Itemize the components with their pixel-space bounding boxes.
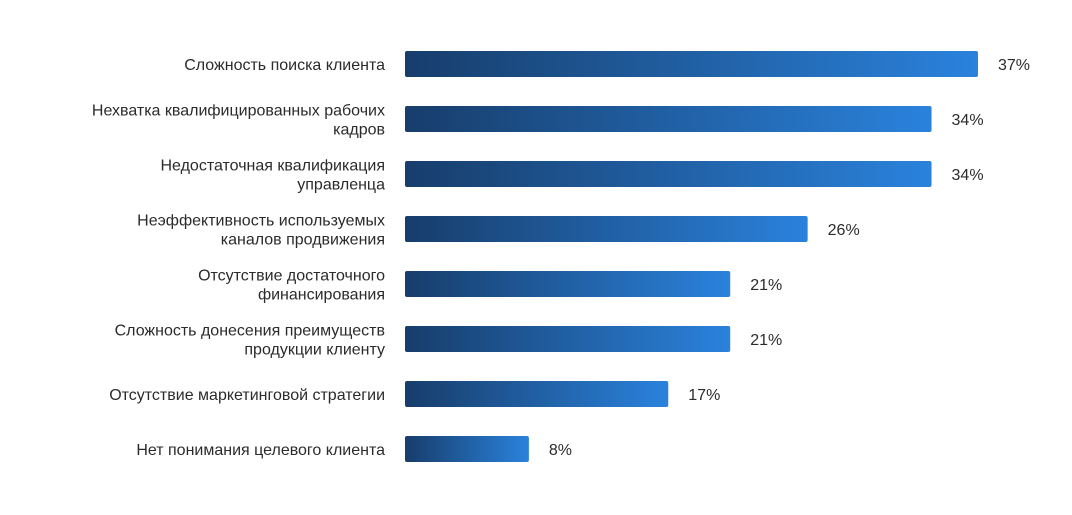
bar-1 <box>405 106 932 132</box>
category-label-3: Неэффективность используемых каналов прод… <box>137 213 385 249</box>
value-label-0: 37% <box>998 57 1030 74</box>
category-label-line: кадров <box>333 122 385 139</box>
category-labels-group: Сложность поиска клиента Нехватка квалифи… <box>92 57 385 459</box>
category-label-line: Нет понимания целевого клиента <box>136 442 385 459</box>
category-label-2: Недостаточная квалификация управленца <box>160 158 385 194</box>
value-label-5: 21% <box>750 332 782 349</box>
category-label-line: Отсутствие достаточного <box>198 268 385 285</box>
category-label-line: управленца <box>297 177 385 194</box>
value-labels-group: 37% 34% 34% 26% 21% 21% 17% 8% <box>549 57 1030 459</box>
category-label-line: Сложность донесения преимуществ <box>115 323 385 340</box>
value-label-3: 26% <box>828 222 860 239</box>
bar-4 <box>405 271 731 297</box>
bar-7 <box>405 436 529 462</box>
category-label-7: Нет понимания целевого клиента <box>136 442 385 459</box>
bar-5 <box>405 326 731 352</box>
category-label-line: Неэффективность используемых <box>137 213 385 230</box>
category-label-1: Нехватка квалифицированных рабочих кадров <box>92 103 385 139</box>
value-label-7: 8% <box>549 442 572 459</box>
category-label-5: Сложность донесения преимуществ продукции… <box>115 323 385 359</box>
category-label-6: Отсутствие маркетинговой стратегии <box>109 387 385 404</box>
category-label-0: Сложность поиска клиента <box>184 57 385 74</box>
category-label-line: Сложность поиска клиента <box>184 57 385 74</box>
category-label-line: Отсутствие маркетинговой стратегии <box>109 387 385 404</box>
category-label-line: финансирования <box>258 287 385 304</box>
category-label-line: каналов продвижения <box>221 232 385 249</box>
bar-6 <box>405 381 669 407</box>
bar-2 <box>405 161 932 187</box>
bar-3 <box>405 216 808 242</box>
value-label-2: 34% <box>952 167 984 184</box>
bar-0 <box>405 51 978 77</box>
category-label-line: Нехватка квалифицированных рабочих <box>92 103 385 120</box>
category-label-line: продукции клиенту <box>244 342 385 359</box>
value-label-4: 21% <box>750 277 782 294</box>
bars-group <box>405 51 978 462</box>
value-label-6: 17% <box>688 387 720 404</box>
category-label-4: Отсутствие достаточного финансирования <box>198 268 385 304</box>
category-label-line: Недостаточная квалификация <box>160 158 385 175</box>
value-label-1: 34% <box>952 112 984 129</box>
